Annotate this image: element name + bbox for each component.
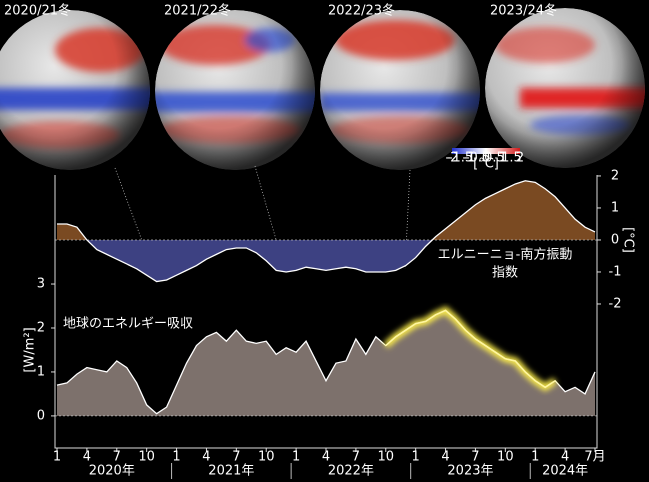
- colorbar-tick: 1.5: [501, 151, 522, 166]
- x-tick-label: 4: [322, 450, 330, 465]
- x-group-label: 2024年: [542, 464, 588, 479]
- x-group-label: 2022年: [328, 464, 374, 479]
- y-tick-label: 0: [37, 408, 45, 423]
- colorbar: [452, 148, 520, 154]
- x-tick-label: 10: [138, 450, 155, 465]
- x-group-label: 2021年: [208, 464, 254, 479]
- x-tick-label: 10: [378, 450, 395, 465]
- area-positive: [57, 180, 595, 240]
- x-tick-label: 1: [53, 450, 61, 465]
- annotation: 地球のエネルギー吸収: [63, 317, 193, 332]
- x-tick-label: 7: [352, 450, 360, 465]
- x-tick-label: 1: [172, 450, 180, 465]
- x-tick-label: 10: [258, 450, 275, 465]
- x-tick-label: 7: [113, 450, 121, 465]
- globe: [485, 8, 645, 168]
- y2-tick-label: -2: [609, 296, 622, 311]
- x-tick-label: 1: [531, 450, 539, 465]
- globe: [320, 10, 480, 170]
- x-tick-label: 4: [561, 450, 569, 465]
- colorbar-tick: -2: [446, 151, 459, 166]
- y-tick-label: 2: [37, 320, 45, 335]
- x-tick-label: 4: [202, 450, 210, 465]
- y2-tick-label: 1: [611, 200, 619, 215]
- highlight-line: [385, 309, 556, 389]
- globes: 2020/21冬 2021/22冬 2022/23冬 2023/24冬: [0, 3, 645, 170]
- x-tick-label: 7: [232, 450, 240, 465]
- colorbar-tick: 2: [516, 151, 524, 166]
- y2-tick-label: -1: [609, 264, 622, 279]
- x-group-label: 2020年: [89, 464, 135, 479]
- panel-label: 2023/24冬: [490, 3, 557, 19]
- x-tick-label: 4: [83, 450, 91, 465]
- y-tick-label: 1: [37, 364, 45, 379]
- colorbar-tick: -1: [463, 151, 476, 166]
- colorbar-tick: 0.5: [484, 151, 505, 166]
- area: [57, 310, 595, 416]
- annotation: 指数: [492, 266, 518, 281]
- globe: [155, 10, 315, 170]
- panel-label: 2021/22冬: [164, 3, 231, 19]
- x-tick-label: 7月: [584, 450, 605, 465]
- y2-axis-label: [°C]: [621, 227, 636, 253]
- colorbar-tick: -0.5: [465, 151, 490, 166]
- area-negative: [86, 240, 433, 282]
- y-axis-label: [W/m²]: [23, 327, 38, 372]
- y-tick-label: 3: [37, 277, 45, 292]
- x-tick-label: 10: [497, 450, 514, 465]
- panel-label: 2022/23冬: [328, 3, 395, 19]
- colorbar-tick: 0: [482, 151, 490, 166]
- y2-tick-label: 0: [611, 232, 619, 247]
- line: [57, 180, 596, 283]
- colorbar-tick: 1: [499, 151, 507, 166]
- x-tick-label: 1: [412, 450, 420, 465]
- x-tick-label: 1: [292, 450, 300, 465]
- globe: [0, 10, 150, 170]
- connectors: [114, 165, 411, 282]
- y2-tick-label: 2: [611, 168, 619, 183]
- x-tick-label: 4: [441, 450, 449, 465]
- panel-label: 2020/21冬: [4, 3, 71, 19]
- colorbar-tick: -1.5: [448, 151, 473, 166]
- annotation: エルニーニョ-南方振動: [438, 247, 573, 263]
- x-tick-label: 7: [471, 450, 479, 465]
- x-group-label: 2023年: [447, 464, 493, 479]
- colorbar-unit: [°C]: [473, 157, 499, 172]
